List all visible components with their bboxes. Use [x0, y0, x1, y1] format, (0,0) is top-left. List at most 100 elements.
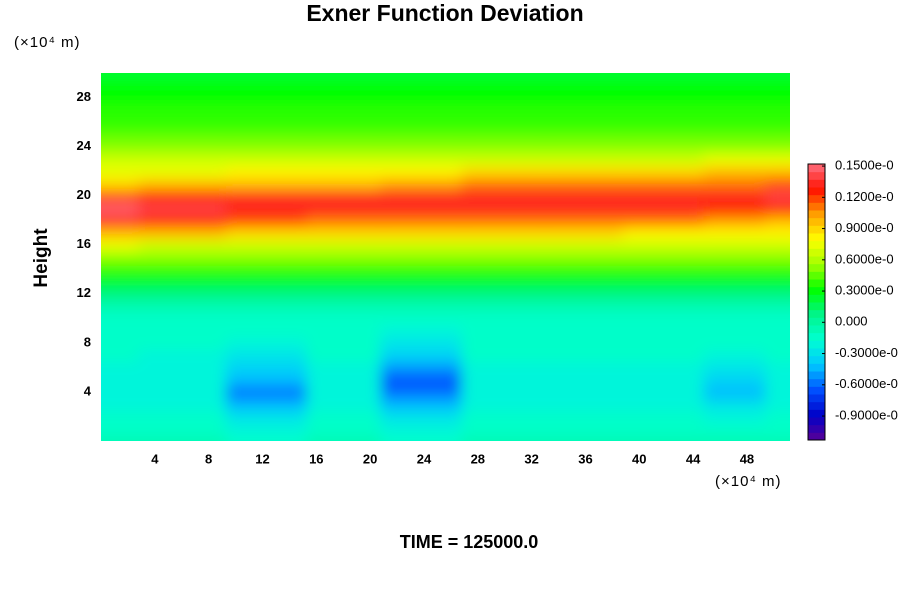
- contour-cell: [542, 311, 629, 326]
- contour-cell: [622, 262, 710, 277]
- contour-cell: [101, 139, 145, 154]
- colorbar-band: [808, 401, 825, 410]
- contour-cell: [703, 286, 772, 301]
- contour-cell: [622, 90, 710, 105]
- contour-cell: [306, 188, 387, 203]
- colorbar-tick-label: 0.3000e-0: [835, 283, 894, 298]
- x-tick-label: 16: [309, 451, 323, 466]
- contour-cell: [225, 213, 313, 228]
- contour-cell: [380, 78, 468, 93]
- contour-cell: [380, 421, 468, 436]
- contour-cell: [765, 298, 790, 314]
- contour-cell: [306, 286, 387, 301]
- contour-cell: [306, 372, 387, 387]
- contour-cell: [380, 298, 468, 314]
- colorbar-tick-label: 0.000: [835, 314, 868, 329]
- colorbar-band: [808, 210, 825, 219]
- colorbar-tick-label: 0.1200e-0: [835, 189, 894, 204]
- contour-cell: [380, 274, 468, 289]
- contour-cell: [622, 127, 710, 142]
- contour-cell: [225, 311, 313, 326]
- chart-title: Exner Function Deviation: [306, 0, 583, 26]
- y-tick-label: 20: [77, 187, 91, 202]
- contour-cell: [461, 286, 549, 301]
- contour-cell: [138, 311, 232, 326]
- contour-cell: [380, 372, 468, 387]
- contour-cell: [461, 409, 549, 424]
- colorbar-band: [808, 417, 825, 426]
- contour-cell: [622, 176, 710, 191]
- contour-cell: [101, 384, 145, 400]
- contour-cell: [225, 237, 313, 252]
- contour-cell: [306, 298, 387, 314]
- contour-cell: [703, 114, 772, 130]
- contour-cell: [461, 433, 549, 441]
- contour-cell: [138, 176, 232, 191]
- x-unit-label: (×10⁴ m): [715, 473, 782, 490]
- contour-cell: [461, 151, 549, 166]
- contour-cell: [101, 90, 145, 105]
- contour-cell: [225, 262, 313, 277]
- contour-cell: [101, 348, 145, 363]
- contour-cell: [101, 164, 145, 179]
- contour-cell: [542, 188, 629, 203]
- contour-cell: [225, 360, 313, 375]
- colorbar-band: [808, 309, 825, 318]
- contour-cell: [138, 127, 232, 142]
- contour-cell: [703, 151, 772, 166]
- contour-cell: [765, 78, 790, 93]
- contour-cell: [225, 127, 313, 142]
- contour-cell: [622, 323, 710, 338]
- contour-cell: [703, 360, 772, 375]
- contour-cell: [542, 176, 629, 191]
- contour-cell: [622, 335, 710, 350]
- contour-cell: [306, 262, 387, 277]
- contour-cell: [101, 360, 145, 375]
- contour-cell: [101, 298, 145, 314]
- colorbar-band: [808, 179, 825, 188]
- contour-cell: [306, 102, 387, 117]
- y-tick-label: 4: [84, 383, 92, 398]
- contour-cell: [138, 298, 232, 314]
- contour-cell: [765, 421, 790, 436]
- contour-cell: [138, 286, 232, 301]
- contour-cell: [101, 249, 145, 265]
- contour-cell: [101, 262, 145, 277]
- contour-cell: [138, 164, 232, 179]
- contour-cell: [101, 274, 145, 289]
- y-tick-label: 12: [77, 285, 91, 300]
- contour-cell: [765, 90, 790, 105]
- contour-cell: [101, 102, 145, 117]
- colorbar-band: [808, 386, 825, 395]
- colorbar-tick-label: 0.9000e-0: [835, 220, 894, 235]
- contour-cell: [225, 397, 313, 412]
- contour-cell: [461, 274, 549, 289]
- contour-cell: [461, 78, 549, 93]
- contour-cell: [138, 114, 232, 130]
- colorbar-band: [808, 432, 825, 441]
- colorbar-band: [808, 248, 825, 257]
- contour-cell: [225, 139, 313, 154]
- contour-cell: [306, 335, 387, 350]
- contour-cell: [225, 176, 313, 191]
- colorbar-band: [808, 348, 825, 357]
- contour-cell: [765, 409, 790, 424]
- contour-cell: [622, 102, 710, 117]
- contour-cell: [542, 102, 629, 117]
- contour-cell: [461, 421, 549, 436]
- contour-cell: [765, 360, 790, 375]
- contour-cell: [542, 151, 629, 166]
- contour-cell: [225, 249, 313, 265]
- contour-cell: [225, 78, 313, 93]
- contour-cell: [306, 151, 387, 166]
- contour-cell: [622, 286, 710, 301]
- y-tick-label: 28: [77, 89, 91, 104]
- contour-cell: [703, 409, 772, 424]
- contour-cell: [622, 114, 710, 130]
- contour-cell: [765, 73, 790, 81]
- contour-cell: [225, 433, 313, 441]
- x-tick-label: 36: [578, 451, 592, 466]
- contour-cell: [542, 397, 629, 412]
- contour-cell: [542, 90, 629, 105]
- contour-cell: [703, 225, 772, 240]
